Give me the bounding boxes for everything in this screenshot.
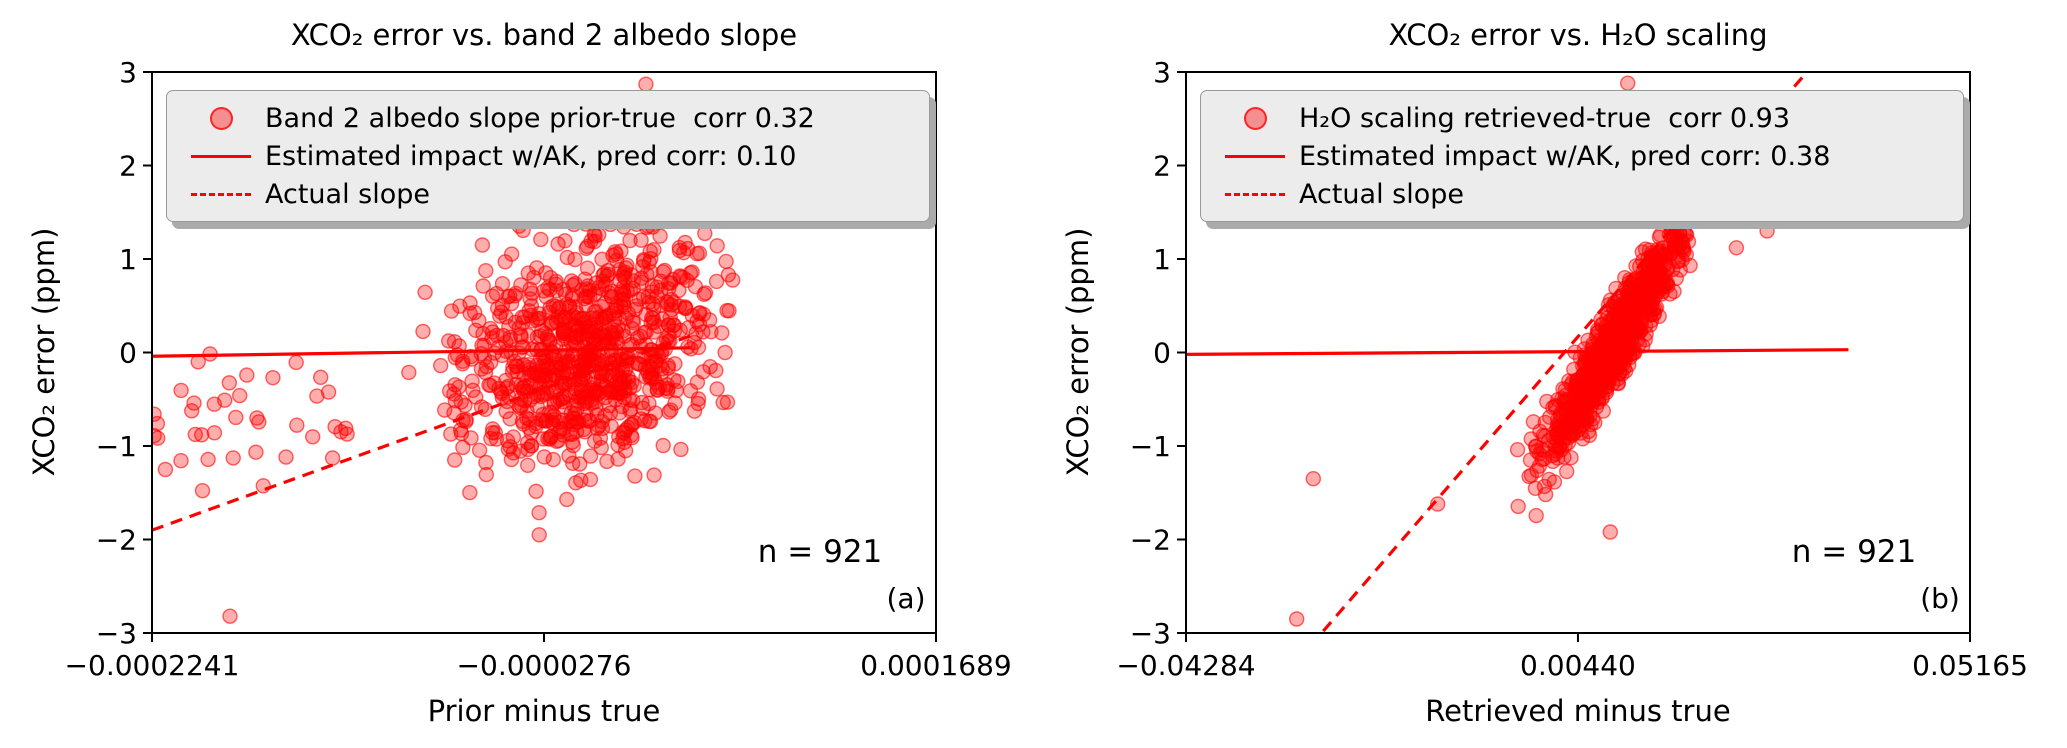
- y-tick-label: 1: [119, 243, 137, 276]
- plot-canvas-b: −0.04284 0.00440 0.05165 3 2 1 0 −1 −2 −3: [1116, 56, 2028, 682]
- sample-count-annotation: n = 921: [1791, 534, 1917, 570]
- legend-label: Actual slope: [1299, 178, 1465, 210]
- legend-entry-solid-line: Estimated impact w/AK, pred corr: 0.10: [177, 137, 919, 175]
- y-tick-label: −2: [96, 524, 137, 557]
- actual-slope-line: [1322, 72, 1809, 633]
- solid-line-icon: [191, 154, 251, 158]
- estimated-impact-line: [152, 346, 691, 358]
- x-axis-label: Prior minus true: [427, 694, 661, 728]
- x-tick-label: −0.04284: [1116, 649, 1255, 682]
- y-tick-label: −3: [96, 617, 137, 650]
- legend-scatter-handle: [177, 106, 265, 130]
- tick-labels: −0.0002241 −0.0000276 0.0001689 3 2 1 0 −1 −2 −3: [65, 56, 1012, 682]
- legend-label: Actual slope: [265, 178, 431, 210]
- y-tick-label: −2: [1130, 524, 1171, 557]
- chart-panel-a: −0.0002241 −0.0000276 0.0001689 3 2 1 0 −1 −2 −3 …: [27, 18, 1012, 728]
- chart-title: XCO₂ error vs. H₂O scaling: [1388, 18, 1768, 52]
- legend-label: Band 2 albedo slope prior-true corr 0.32: [265, 102, 815, 134]
- plot-area: [1186, 72, 1849, 633]
- plot-canvas-a: −0.0002241 −0.0000276 0.0001689 3 2 1 0 −1 −2 −3: [65, 56, 1012, 682]
- legend-label: Estimated impact w/AK, pred corr: 0.38: [1299, 140, 1831, 172]
- x-tick-label: 0.05165: [1912, 649, 2028, 682]
- x-tick-label: −0.0002241: [65, 649, 240, 682]
- x-tick-label: 0.0001689: [860, 649, 1011, 682]
- legend-entry-dashed-line: Actual slope: [177, 175, 919, 213]
- y-tick-label: 1: [1153, 243, 1171, 276]
- legend-entry-scatter: Band 2 albedo slope prior-true corr 0.32: [177, 99, 919, 137]
- legend-entry-dashed-line: Actual slope: [1211, 175, 1953, 213]
- x-tick-label: 0.00440: [1520, 649, 1636, 682]
- legend-label: Estimated impact w/AK, pred corr: 0.10: [265, 140, 797, 172]
- axis-ticks: [1177, 71, 1971, 642]
- dashed-line-icon: [191, 192, 251, 196]
- legend-dashed-line-handle: [1211, 192, 1299, 196]
- solid-line-icon: [1225, 154, 1285, 158]
- plot-area: [152, 76, 741, 624]
- legend-label: H₂O scaling retrieved-true corr 0.93: [1299, 102, 1791, 134]
- legend-scatter-handle: [1211, 106, 1299, 130]
- scatter-points: [152, 76, 741, 624]
- scatter-dot-icon: [1243, 106, 1267, 130]
- y-tick-label: −1: [1130, 430, 1171, 463]
- estimated-impact-line: [1186, 348, 1849, 356]
- panel-letter: (a): [886, 582, 926, 615]
- legend-solid-line-handle: [177, 154, 265, 158]
- y-axis-label: XCO₂ error (ppm): [1061, 227, 1095, 477]
- y-tick-label: −3: [1130, 617, 1171, 650]
- chart-title: XCO₂ error vs. band 2 albedo slope: [290, 18, 798, 52]
- legend-box: H₂O scaling retrieved-true corr 0.93 Est…: [1200, 90, 1964, 222]
- axis-ticks: [143, 71, 937, 642]
- chart-panel-b: −0.04284 0.00440 0.05165 3 2 1 0 −1 −2 −3 XCO₂ er…: [1034, 0, 2067, 748]
- sample-count-annotation: n = 921: [757, 534, 883, 570]
- panel-letter: (b): [1920, 582, 1960, 615]
- y-tick-label: 0: [119, 337, 137, 370]
- dashed-line-icon: [1225, 192, 1285, 196]
- y-tick-label: 0: [1153, 337, 1171, 370]
- y-tick-label: 3: [119, 56, 137, 89]
- y-axis-label: XCO₂ error (ppm): [27, 227, 61, 477]
- legend-entry-scatter: H₂O scaling retrieved-true corr 0.93: [1211, 99, 1953, 137]
- scatter-dot-icon: [209, 106, 233, 130]
- legend-solid-line-handle: [1211, 154, 1299, 158]
- y-tick-label: 2: [1153, 150, 1171, 183]
- y-tick-label: 2: [119, 150, 137, 183]
- x-axis-label: Retrieved minus true: [1425, 694, 1731, 728]
- legend-dashed-line-handle: [177, 192, 265, 196]
- tick-labels: −0.04284 0.00440 0.05165 3 2 1 0 −1 −2 −3: [1116, 56, 2028, 682]
- legend-entry-solid-line: Estimated impact w/AK, pred corr: 0.38: [1211, 137, 1953, 175]
- legend-box: Band 2 albedo slope prior-true corr 0.32…: [166, 90, 930, 222]
- x-tick-label: −0.0000276: [457, 649, 632, 682]
- y-tick-label: 3: [1153, 56, 1171, 89]
- y-tick-label: −1: [96, 430, 137, 463]
- scatter-points: [1289, 75, 1775, 627]
